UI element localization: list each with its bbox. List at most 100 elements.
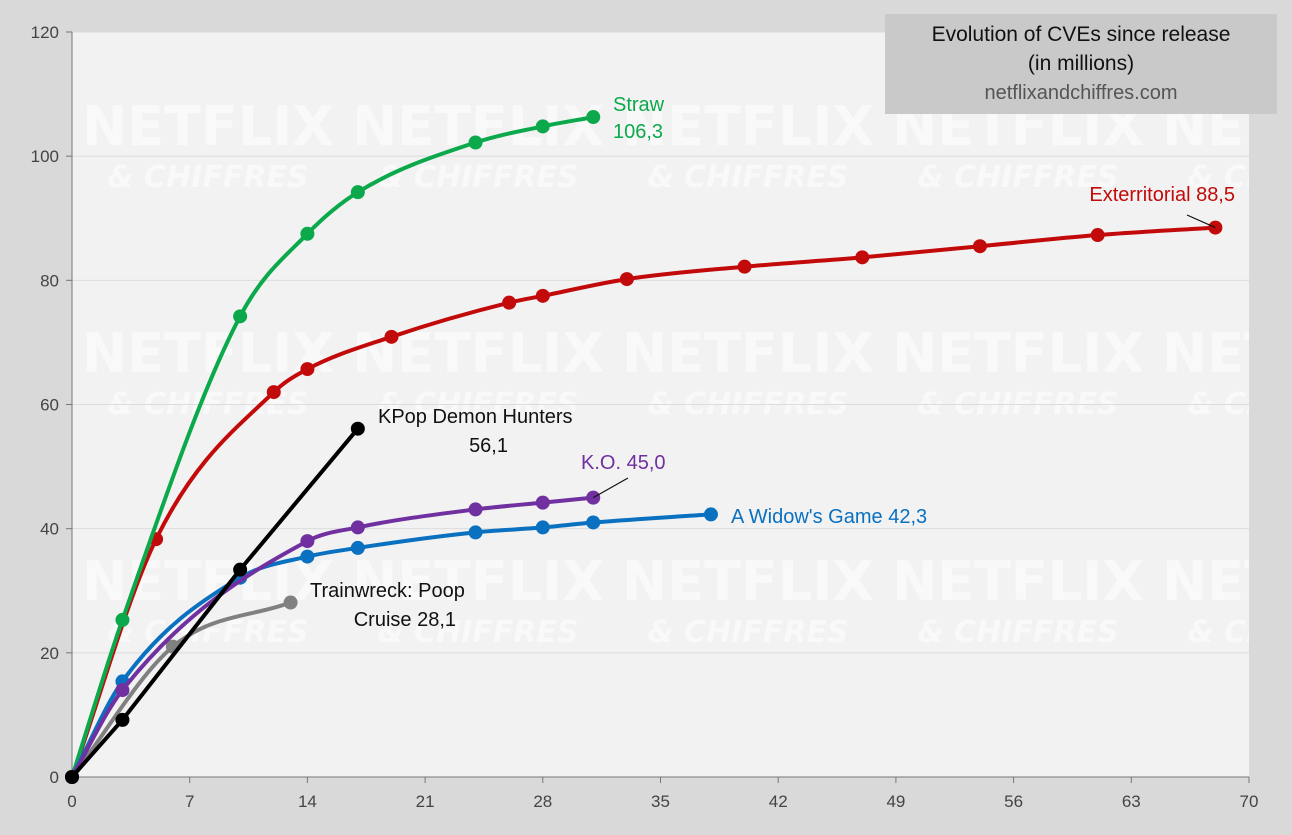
x-tick-label: 21	[416, 792, 435, 811]
data-point	[65, 770, 79, 784]
series-line	[70, 426, 360, 779]
x-tick-label: 42	[769, 792, 788, 811]
chart-subtitle: (in millions)	[1027, 52, 1135, 75]
data-point	[619, 272, 634, 287]
series-layer	[65, 110, 1223, 784]
y-tick-label: 80	[40, 271, 59, 290]
x-tick-label: 49	[886, 792, 905, 811]
data-point	[350, 520, 365, 535]
data-point	[115, 612, 130, 627]
watermark-subtext: & CHIFFRES	[1187, 615, 1292, 650]
data-point	[535, 119, 550, 134]
y-tick-label: 60	[40, 396, 59, 415]
watermark-text: NETFLIX	[622, 95, 874, 158]
data-point	[972, 239, 987, 254]
data-point	[737, 259, 752, 274]
watermark-subtext: & CHIFFRES	[107, 160, 308, 195]
series-label-line: Trainwreck: Poop	[310, 580, 465, 602]
chart-title: Evolution of CVEs since release	[931, 23, 1231, 46]
series-label-line: A Widow's Game 42,3	[731, 506, 927, 528]
series-labels: Straw 106,3 Exterritorial 88,5 KPop Demon H…	[310, 94, 1235, 631]
y-tick-label: 0	[50, 768, 59, 787]
data-point	[468, 502, 483, 517]
chart-source: netflixandchiffres.com	[984, 82, 1178, 104]
data-point	[300, 534, 315, 549]
watermark-text: NETFLIX	[82, 322, 334, 385]
data-point	[384, 329, 399, 344]
watermark-text: NETFLIX	[82, 95, 334, 158]
data-point	[468, 135, 483, 150]
x-tick-label: 56	[1004, 792, 1023, 811]
data-point	[350, 185, 365, 200]
series-kpop-demon-hunters	[65, 421, 365, 784]
data-point	[233, 309, 248, 324]
watermark-text: NETFLIX	[892, 322, 1144, 385]
series-label-line: KPop Demon Hunters	[378, 406, 573, 428]
data-point	[283, 595, 298, 610]
watermark-subtext: & CHIFFRES	[647, 615, 848, 650]
watermark-subtext: & CHIFFRES	[1187, 160, 1292, 195]
data-point	[115, 712, 130, 727]
x-tick-label: 14	[298, 792, 317, 811]
data-point	[535, 495, 550, 510]
watermark-text: NETFLIX	[352, 550, 604, 613]
series-label: K.O. 45,0	[581, 452, 666, 474]
leader-line-ko	[592, 477, 629, 499]
data-point	[586, 110, 601, 125]
series-label-line: K.O. 45,0	[581, 452, 666, 474]
x-tick-label: 0	[67, 792, 76, 811]
watermark-text: NETFLIX	[892, 550, 1144, 613]
data-point	[350, 540, 365, 555]
watermark-subtext: & CHIFFRES	[107, 615, 308, 650]
series-label: Trainwreck: Poop Cruise 28,1	[310, 580, 465, 631]
watermark-subtext: & CHIFFRES	[917, 615, 1118, 650]
data-point	[535, 288, 550, 303]
data-point	[855, 250, 870, 265]
data-point	[502, 295, 517, 310]
watermark-subtext: & CHIFFRES	[647, 160, 848, 195]
leader-line-exterritorial	[1186, 214, 1216, 229]
x-tick-label: 7	[185, 792, 194, 811]
y-tick-label: 20	[40, 644, 59, 663]
watermark-subtext: & CHIFFRES	[917, 160, 1118, 195]
x-tick-label: 70	[1240, 792, 1259, 811]
watermark-subtext: & CHIFFRES	[377, 615, 578, 650]
x-tick-label: 63	[1122, 792, 1141, 811]
x-tick-label: 28	[533, 792, 552, 811]
x-tick-label: 35	[651, 792, 670, 811]
series-label-line: Straw	[613, 94, 665, 116]
series-label: Exterritorial 88,5	[1089, 184, 1235, 206]
watermark-text: NETFLIX	[1162, 550, 1292, 613]
data-point	[1090, 228, 1105, 243]
data-point	[586, 515, 601, 530]
data-point	[703, 507, 718, 522]
axes: 0 20 40 60 80 100 120 0 7 14 21 28 35 42 49 56 63 70	[31, 23, 1259, 811]
series-label-line: Cruise 28,1	[354, 609, 456, 631]
series-label-line: Exterritorial 88,5	[1089, 184, 1235, 206]
data-point	[233, 562, 248, 577]
series-label: A Widow's Game 42,3	[731, 506, 927, 528]
y-tick-label: 40	[40, 520, 59, 539]
label-leader-lines	[592, 214, 1216, 499]
watermark-text: NETFLIX	[622, 322, 874, 385]
gridlines	[72, 31, 1249, 654]
data-point	[266, 385, 281, 400]
series-label: Straw 106,3	[613, 94, 665, 143]
data-point	[300, 362, 315, 377]
y-tick-label: 100	[31, 147, 59, 166]
data-point	[535, 520, 550, 535]
series-label: KPop Demon Hunters 56,1	[378, 406, 573, 457]
watermark-text: NETFLIX	[622, 550, 874, 613]
data-point	[350, 421, 365, 436]
series-label-line: 106,3	[613, 121, 663, 143]
y-tick-label: 120	[31, 23, 59, 42]
data-point	[300, 226, 315, 241]
title-box: Evolution of CVEs since release (in mill…	[885, 14, 1277, 114]
data-point	[468, 525, 483, 540]
data-point	[115, 683, 130, 698]
series-label-line: 56,1	[469, 435, 508, 457]
data-point	[300, 549, 315, 564]
watermark-text: NETFLIX	[1162, 322, 1292, 385]
